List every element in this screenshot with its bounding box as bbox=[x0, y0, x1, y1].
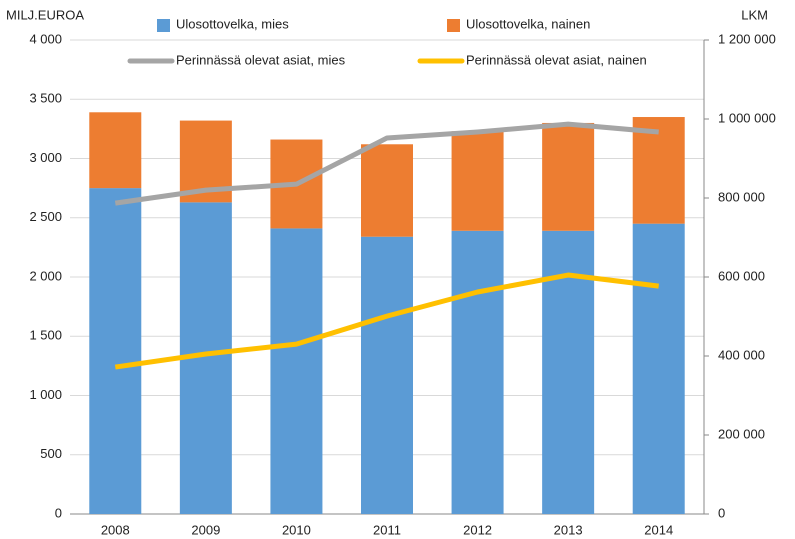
y2-tick-label: 1 000 000 bbox=[718, 110, 776, 125]
bar bbox=[270, 228, 323, 515]
y-tick-label: 1 500 bbox=[29, 328, 62, 343]
legend-swatch bbox=[447, 19, 460, 32]
bar bbox=[632, 223, 685, 515]
bar bbox=[451, 131, 504, 231]
y-tick-label: 3 000 bbox=[29, 150, 62, 165]
bar bbox=[632, 117, 685, 224]
y-tick-label: 3 500 bbox=[29, 91, 62, 106]
x-tick-label: 2012 bbox=[463, 522, 492, 537]
legend-swatch bbox=[157, 19, 170, 32]
line bbox=[114, 121, 659, 206]
legend-label: Perinnässä olevat asiat, nainen bbox=[466, 52, 647, 67]
y2-tick-label: 600 000 bbox=[718, 268, 765, 283]
x-tick-label: 2008 bbox=[101, 522, 130, 537]
bar bbox=[361, 236, 413, 514]
y2-axis-label: LKM bbox=[741, 7, 768, 22]
y-axis-label: MILJ.EUROA bbox=[6, 7, 84, 22]
bar bbox=[361, 144, 413, 237]
y2-tick-label: 0 bbox=[718, 505, 725, 520]
y2-tick-label: 800 000 bbox=[718, 189, 765, 204]
y-tick-label: 0 bbox=[55, 505, 62, 520]
bar bbox=[89, 112, 142, 189]
y-tick-label: 4 000 bbox=[29, 31, 62, 46]
x-tick-label: 2011 bbox=[373, 522, 401, 537]
x-tick-label: 2010 bbox=[282, 522, 311, 537]
x-tick-label: 2014 bbox=[644, 522, 673, 537]
y-tick-label: 2 000 bbox=[29, 268, 62, 283]
y-tick-label: 500 bbox=[40, 446, 62, 461]
legend-label: Ulosottovelka, nainen bbox=[466, 16, 590, 31]
legend-label: Perinnässä olevat asiat, mies bbox=[176, 52, 346, 67]
x-tick-label: 2013 bbox=[554, 522, 583, 537]
bar bbox=[542, 122, 595, 231]
y2-tick-label: 400 000 bbox=[718, 347, 765, 362]
line bbox=[114, 272, 660, 370]
y2-tick-label: 1 200 000 bbox=[718, 31, 776, 46]
x-tick-label: 2009 bbox=[191, 522, 220, 537]
bar bbox=[451, 230, 504, 514]
y2-tick-label: 200 000 bbox=[718, 426, 765, 441]
y-tick-label: 1 000 bbox=[29, 387, 62, 402]
y-tick-label: 2 500 bbox=[29, 209, 62, 224]
legend-label: Ulosottovelka, mies bbox=[176, 16, 289, 31]
bar bbox=[89, 188, 142, 514]
